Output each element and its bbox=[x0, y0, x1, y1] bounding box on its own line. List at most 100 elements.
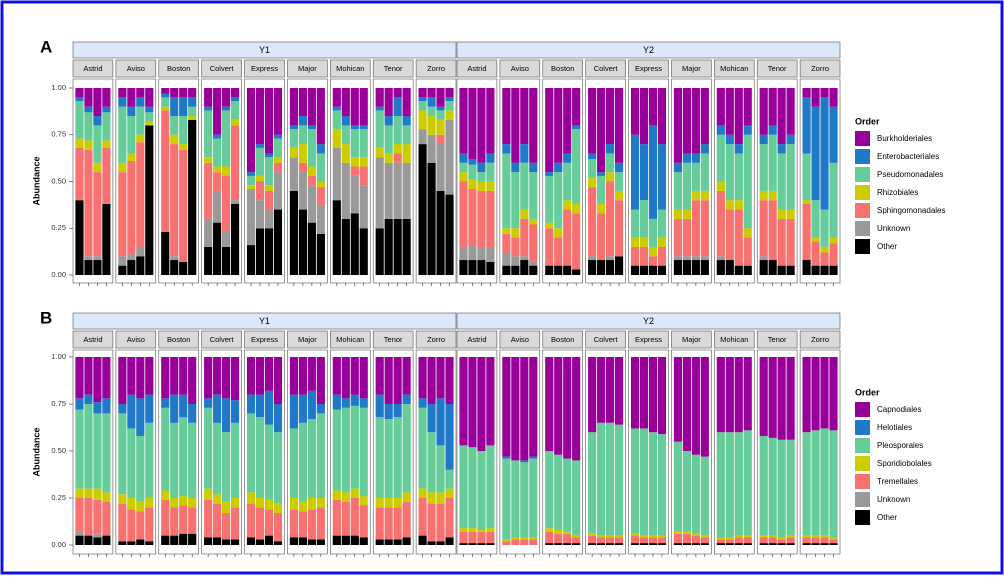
bar-segment bbox=[691, 357, 700, 455]
bar-segment bbox=[759, 190, 768, 201]
bar-segment bbox=[427, 432, 436, 493]
bar-segment bbox=[170, 97, 179, 117]
bar-segment bbox=[588, 177, 597, 188]
bar-segment bbox=[477, 260, 486, 275]
bar-segment bbox=[468, 159, 477, 165]
bar-segment bbox=[418, 407, 427, 489]
bar-segment bbox=[384, 419, 393, 498]
bar-segment bbox=[170, 507, 179, 536]
bar-segment bbox=[445, 119, 454, 195]
bar-segment bbox=[118, 503, 127, 542]
bar-segment bbox=[127, 160, 136, 255]
bar-segment bbox=[84, 140, 93, 150]
bar-segment bbox=[298, 501, 307, 512]
bar-segment bbox=[682, 451, 691, 532]
bar-segment bbox=[393, 404, 402, 418]
bar-segment bbox=[529, 265, 538, 275]
bar-segment bbox=[597, 203, 606, 214]
bar-segment bbox=[700, 260, 709, 275]
bar-segment bbox=[273, 513, 283, 542]
bar-segment bbox=[700, 537, 709, 544]
bar-segment bbox=[639, 237, 649, 247]
bar-segment bbox=[170, 422, 179, 498]
bar-segment bbox=[657, 543, 667, 545]
bar-segment bbox=[307, 175, 316, 186]
bar-segment bbox=[648, 265, 658, 275]
bar-segment bbox=[102, 535, 111, 545]
bar-segment bbox=[84, 498, 93, 536]
bar-segment bbox=[418, 110, 427, 130]
bar-segment bbox=[188, 119, 197, 275]
facet-strip bbox=[542, 330, 583, 349]
legend-label: Sphingomonadales bbox=[877, 206, 946, 215]
bar-segment bbox=[502, 357, 511, 457]
bar-segment bbox=[554, 454, 563, 530]
bar-segment bbox=[393, 498, 402, 508]
bar-segment bbox=[477, 172, 486, 182]
bar-segment bbox=[127, 106, 136, 117]
bar-segment bbox=[298, 162, 307, 173]
bar-segment bbox=[222, 231, 231, 247]
bar-segment bbox=[639, 428, 649, 536]
bar-segment bbox=[145, 422, 154, 498]
bar-segment bbox=[486, 181, 495, 191]
bar-segment bbox=[436, 119, 445, 135]
facet-strip bbox=[671, 59, 712, 78]
bar-segment bbox=[341, 162, 350, 219]
bar-segment bbox=[179, 394, 188, 418]
bar-segment bbox=[204, 218, 213, 247]
bar-segment bbox=[743, 88, 752, 126]
bar-segment bbox=[759, 435, 768, 536]
bar-segment bbox=[725, 537, 734, 540]
bar-segment bbox=[418, 144, 427, 275]
bar-segment bbox=[511, 537, 520, 540]
bar-segment bbox=[222, 106, 231, 111]
bar-segment bbox=[545, 357, 554, 451]
bar-segment bbox=[332, 147, 341, 201]
bar-segment bbox=[588, 153, 597, 160]
bar-segment bbox=[161, 357, 170, 399]
bar-segment bbox=[118, 413, 127, 495]
bar-segment bbox=[802, 97, 811, 154]
y-tick-label: 0.75 bbox=[51, 130, 66, 139]
bar-segment bbox=[486, 261, 495, 275]
bar-segment bbox=[316, 153, 325, 182]
bar-segment bbox=[614, 357, 624, 425]
bar-segment bbox=[298, 144, 307, 163]
bar-segment bbox=[204, 106, 213, 111]
bar-segment bbox=[597, 422, 606, 536]
bar-segment bbox=[307, 125, 316, 130]
bar-segment bbox=[93, 402, 102, 414]
bar-segment bbox=[136, 134, 145, 143]
bar-segment bbox=[597, 175, 606, 204]
bar-segment bbox=[341, 144, 350, 163]
bar-segment bbox=[511, 357, 520, 461]
bar-segment bbox=[350, 213, 359, 275]
bar-segment bbox=[768, 357, 777, 438]
bar-segment bbox=[118, 106, 127, 163]
bar-segment bbox=[486, 88, 495, 154]
bar-segment bbox=[725, 357, 734, 433]
group-label: Y1 bbox=[259, 45, 270, 55]
legend-swatch bbox=[855, 167, 870, 182]
bar-segment bbox=[777, 439, 786, 538]
bar-segment bbox=[529, 537, 538, 540]
bar-segment bbox=[418, 535, 427, 545]
bar-segment bbox=[264, 499, 274, 510]
bar-segment bbox=[563, 357, 572, 459]
bar-segment bbox=[273, 157, 283, 163]
bar-segment bbox=[393, 162, 402, 219]
bar-segment bbox=[777, 218, 786, 266]
bar-segment bbox=[639, 144, 649, 201]
bar-segment bbox=[520, 218, 529, 257]
bar-segment bbox=[359, 496, 368, 506]
bar-segment bbox=[75, 200, 84, 275]
bar-segment bbox=[289, 125, 299, 130]
bar-segment bbox=[255, 144, 265, 148]
bar-segment bbox=[459, 246, 468, 261]
facet-label: Aviso bbox=[127, 335, 145, 344]
bar-segment bbox=[563, 543, 572, 545]
bar-segment bbox=[204, 499, 213, 538]
bar-segment bbox=[502, 153, 511, 229]
bar-segment bbox=[222, 357, 231, 399]
